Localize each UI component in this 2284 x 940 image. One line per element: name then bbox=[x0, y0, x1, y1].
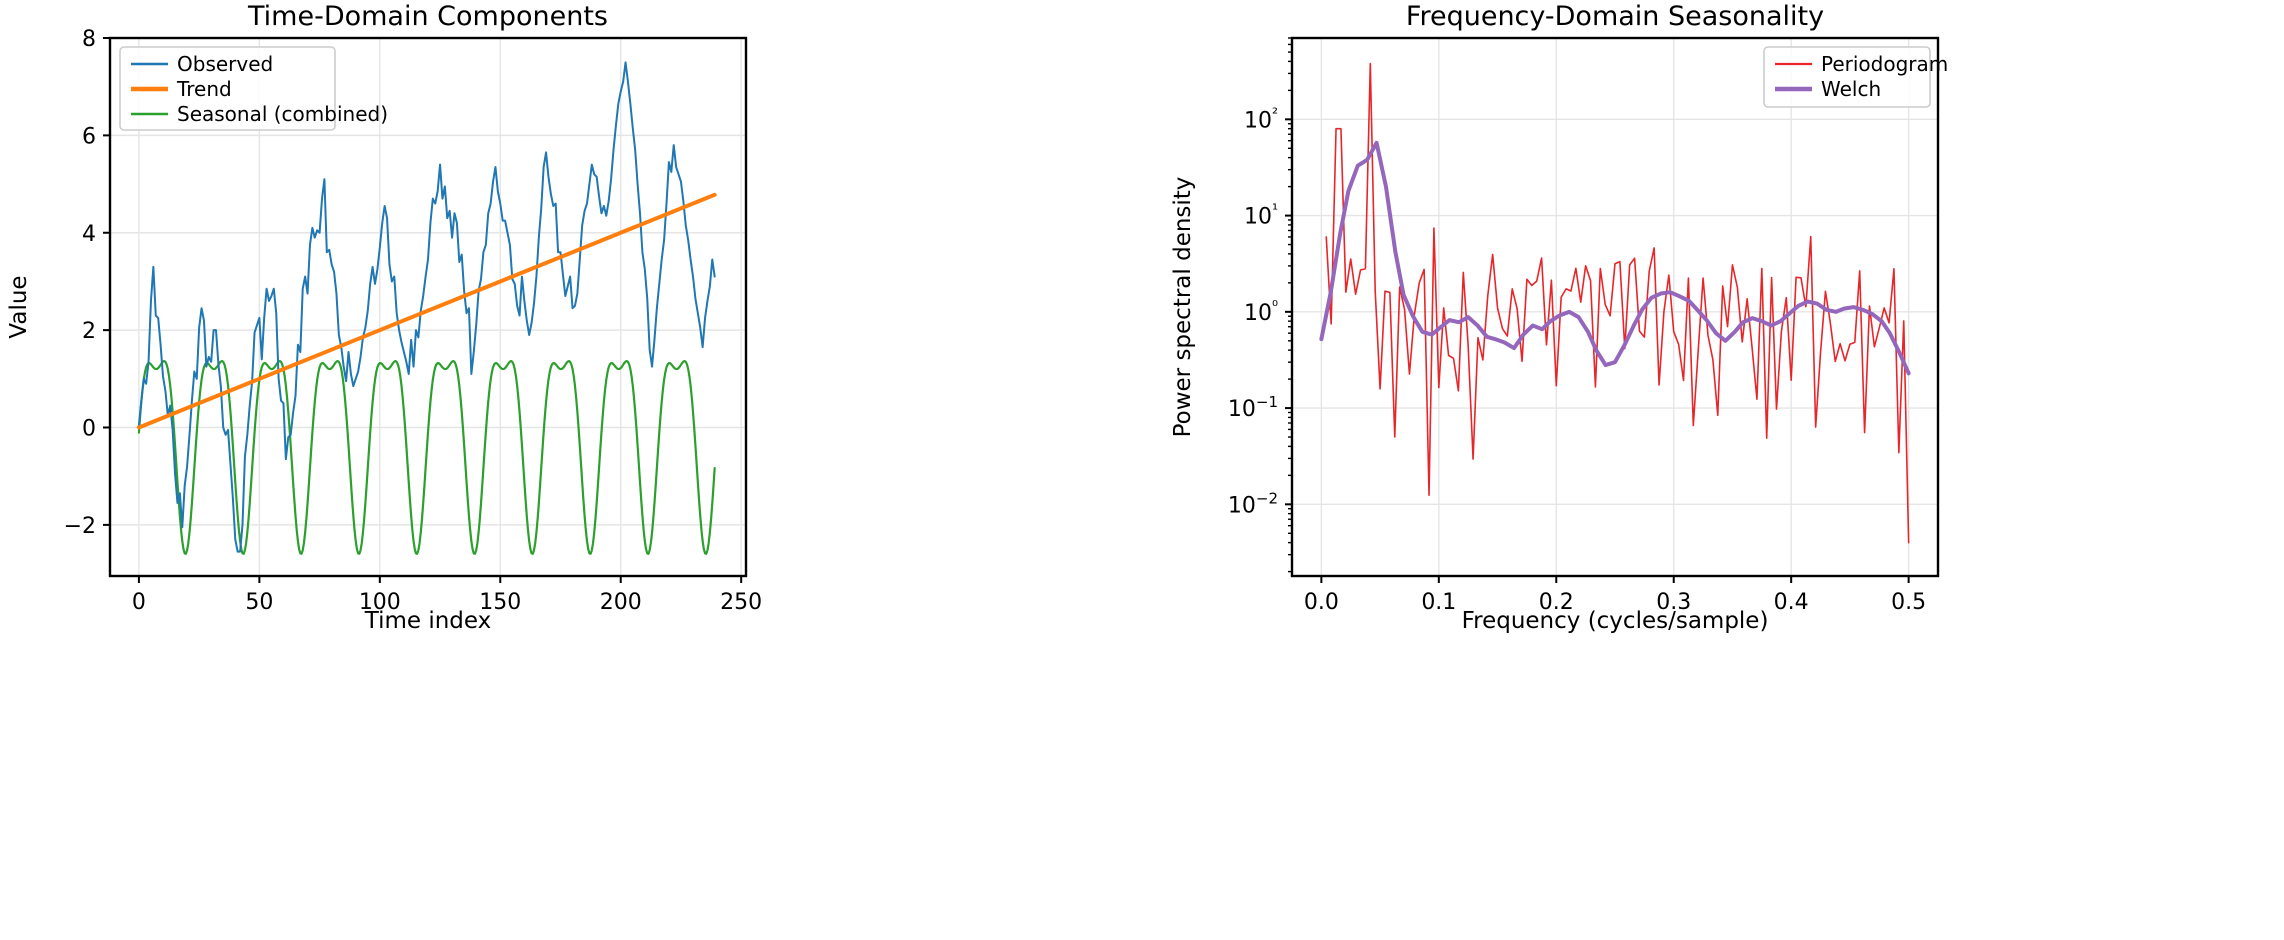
legend-label-trend: Trend bbox=[176, 77, 232, 101]
legend-item-trend[interactable]: Trend bbox=[131, 77, 232, 101]
left-x-tick-label: 200 bbox=[600, 590, 642, 615]
frequency-domain-svg: 0.0 0.1 0.2 0.3 0.4 0.5 10−2 10−1 10⁰ 10¹ 10² Fre… bbox=[1170, 1, 1948, 634]
right-yaxis-label: Power spectral density bbox=[1170, 177, 1196, 438]
left-series-group bbox=[136, 61, 717, 555]
right-x-tick-label: 0.5 bbox=[1891, 590, 1926, 615]
right-series-group bbox=[1319, 62, 1911, 544]
legend-label-welch: Welch bbox=[1821, 77, 1881, 101]
right-x-tick-label: 0.2 bbox=[1539, 590, 1574, 615]
left-x-tick-label: 250 bbox=[720, 590, 762, 615]
legend-item-periodogram[interactable]: Periodogram bbox=[1775, 52, 1948, 76]
left-x-tick-label: 0 bbox=[132, 590, 146, 615]
right-legend-box bbox=[1763, 46, 1931, 108]
legend-item-seasonal[interactable]: Seasonal (combined) bbox=[131, 102, 388, 126]
right-xaxis-label: Frequency (cycles/sample) bbox=[1462, 608, 1769, 634]
left-x-ticks: 0 50 100 150 200 250 bbox=[132, 576, 762, 615]
legend-label-observed: Observed bbox=[177, 52, 273, 76]
legend-item-welch[interactable]: Welch bbox=[1775, 77, 1881, 101]
right-axes-frame bbox=[1290, 36, 1940, 578]
time-domain-svg: 0 50 100 150 200 250 −2 0 2 4 6 8 Time-Domain Comp… bbox=[6, 1, 762, 634]
left-y-tick-label: −2 bbox=[64, 514, 96, 539]
right-x-tick-label: 0.0 bbox=[1304, 590, 1339, 615]
left-x-tick-label: 150 bbox=[479, 590, 521, 615]
series-periodogram bbox=[1325, 62, 1910, 544]
series-seasonal bbox=[137, 359, 716, 555]
left-x-tick-label: 50 bbox=[245, 590, 273, 615]
legend-item-observed[interactable]: Observed bbox=[131, 52, 273, 76]
right-x-ticks: 0.0 0.1 0.2 0.3 0.4 0.5 bbox=[1304, 576, 1926, 615]
left-legend[interactable]: Observed Trend Seasonal (combined) bbox=[119, 46, 388, 131]
left-y-tick-label: 4 bbox=[82, 222, 96, 247]
series-welch bbox=[1319, 140, 1911, 376]
legend-label-seasonal: Seasonal (combined) bbox=[177, 102, 388, 126]
left-chart-title: Time-Domain Components bbox=[247, 1, 608, 32]
series-trend bbox=[136, 192, 717, 430]
legend-label-periodogram: Periodogram bbox=[1821, 52, 1948, 76]
right-y-tick-label: 10¹ bbox=[1244, 201, 1278, 230]
left-y-tick-label: 0 bbox=[82, 417, 96, 442]
right-y-tick-label: 10² bbox=[1244, 104, 1278, 133]
series-observed bbox=[137, 61, 716, 553]
time-domain-panel: 0 50 100 150 200 250 −2 0 2 4 6 8 Time-Domain Comp… bbox=[6, 1, 762, 634]
right-x-tick-label: 0.4 bbox=[1774, 590, 1809, 615]
left-legend-box bbox=[119, 46, 336, 131]
left-y-tick-label: 8 bbox=[82, 27, 96, 52]
left-y-tick-label: 6 bbox=[82, 124, 96, 149]
right-x-tick-label: 0.1 bbox=[1421, 590, 1456, 615]
left-y-ticks: −2 0 2 4 6 8 bbox=[64, 27, 110, 539]
left-y-tick-label: 2 bbox=[82, 319, 96, 344]
left-x-tick-label: 100 bbox=[359, 590, 401, 615]
right-grid bbox=[1292, 38, 1938, 576]
right-x-tick-label: 0.3 bbox=[1656, 590, 1691, 615]
right-y-tick-label: 10−2 bbox=[1228, 489, 1278, 518]
frequency-domain-panel: 0.0 0.1 0.2 0.3 0.4 0.5 10−2 10−1 10⁰ 10¹ 10² Fre… bbox=[1142, 0, 2284, 940]
right-y-tick-label: 10−1 bbox=[1228, 393, 1278, 422]
left-axes-frame bbox=[108, 36, 748, 578]
right-y-tick-label: 10⁰ bbox=[1244, 297, 1278, 326]
right-legend[interactable]: Periodogram Welch bbox=[1763, 46, 1948, 108]
left-xaxis-label: Time index bbox=[364, 608, 492, 634]
right-chart-title: Frequency-Domain Seasonality bbox=[1406, 1, 1824, 32]
right-y-ticks: 10−2 10−1 10⁰ 10¹ 10² bbox=[1228, 37, 1292, 573]
left-yaxis-label: Value bbox=[6, 275, 32, 338]
